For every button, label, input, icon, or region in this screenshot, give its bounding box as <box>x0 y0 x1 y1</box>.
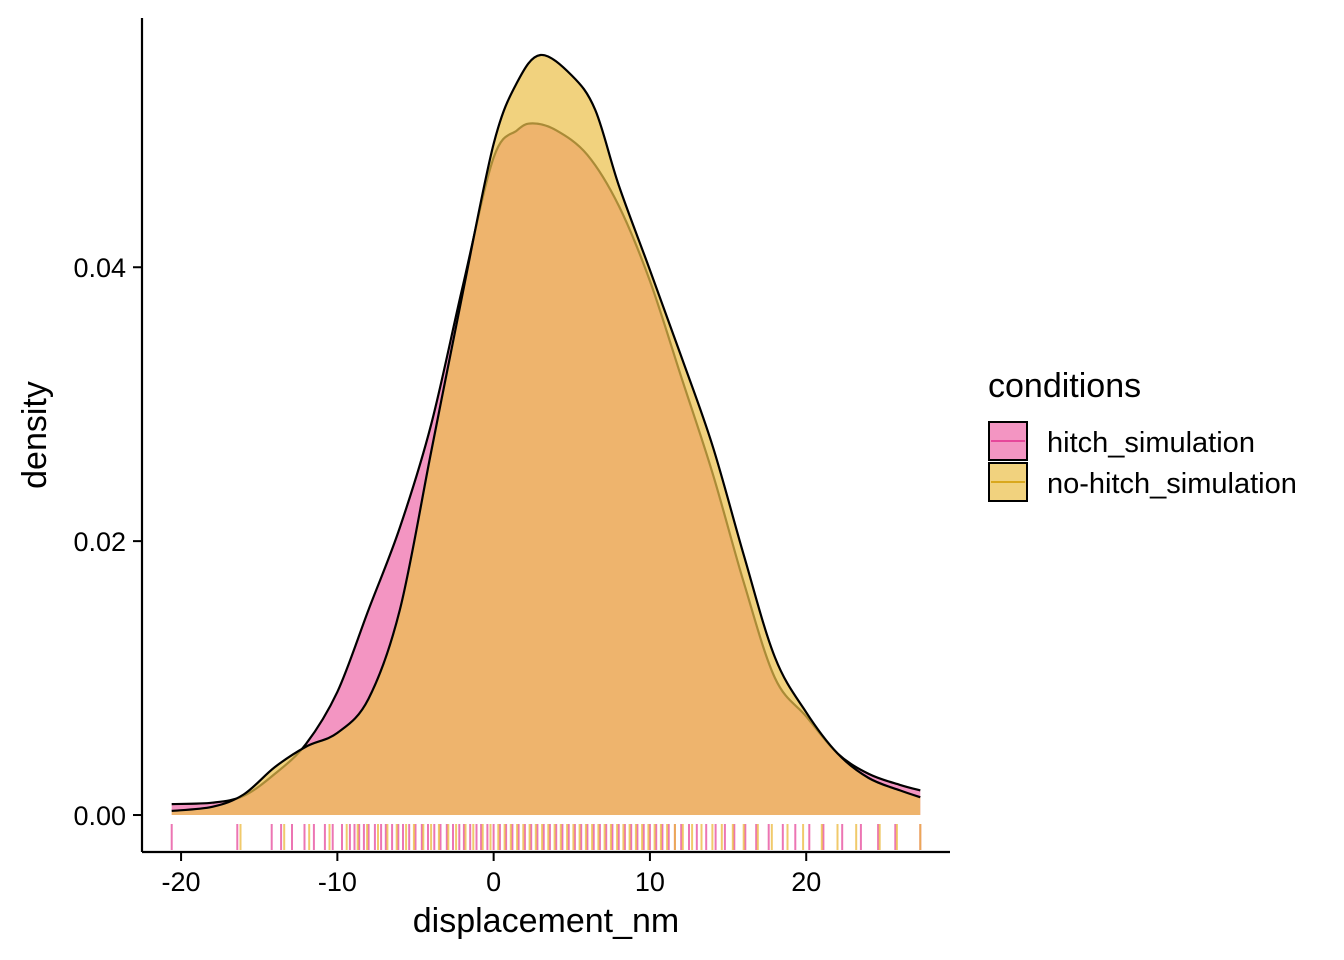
x-tick-label: -20 <box>162 867 201 897</box>
legend-item-nohitch: no-hitch_simulation <box>988 462 1297 502</box>
density-line-nohitch <box>171 53 921 812</box>
legend-title: conditions <box>988 367 1141 405</box>
x-tick-label: 20 <box>791 867 821 897</box>
plot-area <box>171 53 921 815</box>
axes <box>140 18 950 854</box>
y-tick-label: 0.04 <box>73 253 126 283</box>
legend-item-hitch: hitch_simulation <box>988 421 1255 461</box>
x-tick-label: 10 <box>635 867 665 897</box>
legend-label-nohitch: no-hitch_simulation <box>1047 468 1297 500</box>
y-tick-label: 0.00 <box>73 801 126 831</box>
density-area-nohitch <box>171 54 921 815</box>
y-axis-label: density <box>16 381 54 489</box>
x-ticks: -20 -10 0 10 20 <box>162 852 821 897</box>
y-tick-label: 0.02 <box>73 527 126 557</box>
x-tick-label: -10 <box>318 867 357 897</box>
x-axis-label: displacement_nm <box>413 902 679 940</box>
x-tick-label: 0 <box>486 867 501 897</box>
y-ticks: 0.00 0.02 0.04 <box>73 253 142 831</box>
legend-label-hitch: hitch_simulation <box>1047 427 1255 459</box>
rug-layer <box>170 824 922 850</box>
legend: conditions hitch_simulation no-hitch_sim… <box>988 367 1297 502</box>
